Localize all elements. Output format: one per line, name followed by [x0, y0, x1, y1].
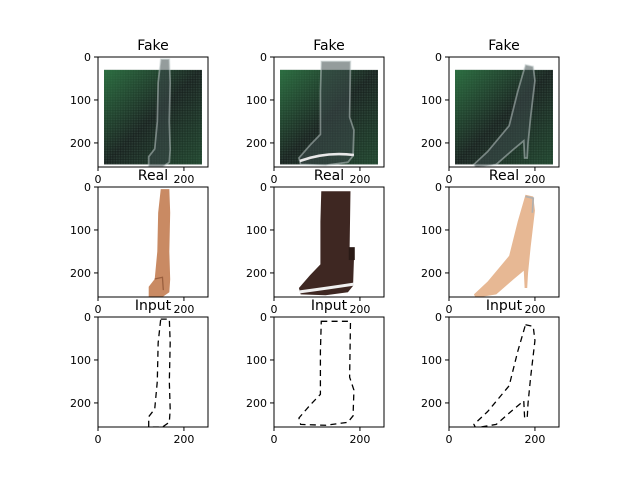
- panel-image: [449, 187, 559, 297]
- heel-lining: [525, 195, 535, 213]
- panel-frame: [273, 316, 385, 428]
- panel-frame: [448, 316, 560, 428]
- x-tick-label: 200: [524, 433, 545, 446]
- x-tick-label: 200: [173, 303, 194, 316]
- x-tick-label: 200: [173, 173, 194, 186]
- panel-image: [274, 187, 384, 297]
- y-tick-label: 200: [246, 267, 267, 280]
- real-shoe: [148, 189, 171, 297]
- y-tick-label: 100: [421, 224, 442, 237]
- x-tick-label: 0: [271, 433, 278, 446]
- y-tick-label: 200: [246, 137, 267, 150]
- panel-title: Real: [138, 168, 168, 184]
- fake-sole-highlight: [299, 152, 355, 163]
- y-tick-label: 0: [435, 51, 442, 64]
- panel-frame: [273, 186, 385, 298]
- y-tick-label: 200: [421, 137, 442, 150]
- y-tick-label: 0: [260, 181, 267, 194]
- panel-fake-1: 0 100 200 0 200 Fake: [70, 38, 209, 186]
- image-grid: 0 100 200 0 200 Fake 0 100 200 0 200 Fake 0 100 200 0 20…: [70, 38, 560, 446]
- x-tick-label: 200: [349, 433, 370, 446]
- real-shoe: [473, 194, 535, 297]
- y-tick-label: 0: [260, 311, 267, 324]
- y-tick-label: 0: [84, 311, 91, 324]
- y-tick-label: 0: [84, 51, 91, 64]
- y-tick-label: 0: [84, 181, 91, 194]
- panel-image: [274, 317, 384, 427]
- fake-green-tint: [104, 69, 202, 165]
- y-tick-label: 100: [70, 94, 91, 107]
- real-shoe: [298, 191, 354, 296]
- x-tick-label: 0: [271, 173, 278, 186]
- y-tick-label: 200: [70, 397, 91, 410]
- panel-frame: [448, 186, 560, 298]
- panel-image: [98, 187, 208, 297]
- y-tick-label: 0: [260, 51, 267, 64]
- panel-image: [98, 57, 208, 167]
- panel-image: [274, 57, 384, 167]
- y-tick-label: 100: [421, 94, 442, 107]
- panel-frame: [97, 316, 209, 428]
- y-tick-label: 100: [70, 224, 91, 237]
- panel-real-3: 0 100 200 0 200 Real: [421, 168, 560, 316]
- panel-title: Input: [135, 298, 172, 314]
- panel-title: Fake: [488, 38, 520, 54]
- x-tick-label: 200: [349, 303, 370, 316]
- panel-frame: [448, 56, 560, 168]
- y-tick-label: 0: [435, 181, 442, 194]
- y-tick-label: 200: [246, 397, 267, 410]
- x-tick-label: 0: [446, 303, 453, 316]
- boot-ankle-detail: [154, 276, 164, 291]
- panel-image: [449, 57, 559, 167]
- y-tick-label: 100: [246, 224, 267, 237]
- panel-image: [449, 317, 559, 427]
- panel-title: Real: [314, 168, 344, 184]
- fake-shoe-shape: [472, 63, 536, 167]
- x-tick-label: 0: [446, 433, 453, 446]
- panel-fake-2: 0 100 200 0 200 Fake: [246, 38, 385, 186]
- edge-sketch: [473, 323, 536, 427]
- x-tick-label: 0: [271, 303, 278, 316]
- y-tick-label: 200: [421, 267, 442, 280]
- y-tick-label: 200: [70, 137, 91, 150]
- x-tick-label: 200: [524, 173, 545, 186]
- panel-title: Real: [489, 168, 519, 184]
- fake-shoe-shape: [147, 58, 172, 167]
- panel-title: Fake: [137, 38, 169, 54]
- y-tick-label: 200: [70, 267, 91, 280]
- panel-frame: [273, 56, 385, 168]
- x-tick-label: 200: [173, 433, 194, 446]
- fake-shoe-shape: [297, 60, 355, 167]
- panel-image: [98, 317, 208, 427]
- panel-frame: [97, 186, 209, 298]
- panel-real-1: 0 100 200 0 200 Real: [70, 168, 209, 316]
- x-tick-label: 0: [95, 433, 102, 446]
- panel-title: Input: [486, 298, 523, 314]
- y-tick-label: 200: [421, 397, 442, 410]
- panel-fake-3: 0 100 200 0 200 Fake: [421, 38, 560, 186]
- y-tick-label: 100: [246, 94, 267, 107]
- panel-real-2: 0 100 200 0 200 Real: [246, 168, 385, 316]
- panel-title: Input: [311, 298, 348, 314]
- panel-frame: [97, 56, 209, 168]
- x-tick-label: 200: [524, 303, 545, 316]
- y-tick-label: 0: [435, 311, 442, 324]
- edge-sketch: [148, 318, 171, 427]
- y-tick-label: 100: [70, 354, 91, 367]
- boot-strap: [348, 247, 355, 261]
- x-tick-label: 0: [446, 173, 453, 186]
- x-tick-label: 200: [349, 173, 370, 186]
- y-tick-label: 100: [421, 354, 442, 367]
- panel-title: Fake: [313, 38, 345, 54]
- x-tick-label: 0: [95, 303, 102, 316]
- y-tick-label: 100: [246, 354, 267, 367]
- x-tick-label: 0: [95, 173, 102, 186]
- edge-sketch: [298, 320, 355, 426]
- sole-stripe: [299, 282, 355, 294]
